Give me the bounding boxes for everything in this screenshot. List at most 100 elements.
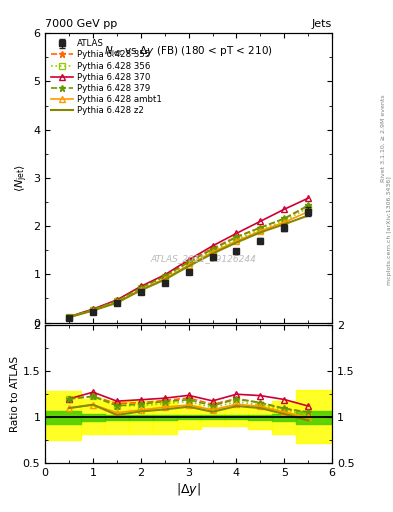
Bar bbox=[272, 414, 296, 421]
Pythia 6.428 356 bbox=[306, 205, 310, 211]
Text: 7000 GeV pp: 7000 GeV pp bbox=[45, 19, 118, 30]
Pythia 6.428 z2 bbox=[282, 221, 286, 227]
Pythia 6.428 z2 bbox=[138, 287, 143, 293]
Y-axis label: Ratio to ATLAS: Ratio to ATLAS bbox=[10, 356, 20, 432]
Pythia 6.428 ambt1 bbox=[210, 249, 215, 255]
Pythia 6.428 356 bbox=[115, 298, 119, 304]
Pythia 6.428 370 bbox=[67, 314, 72, 320]
Text: mcplots.cern.ch [arXiv:1306.3436]: mcplots.cern.ch [arXiv:1306.3436] bbox=[387, 176, 391, 285]
Pythia 6.428 ambt1 bbox=[67, 314, 72, 321]
Pythia 6.428 z2 bbox=[258, 229, 263, 236]
Pythia 6.428 370 bbox=[234, 230, 239, 237]
Pythia 6.428 379 bbox=[67, 314, 72, 320]
Pythia 6.428 ambt1 bbox=[186, 262, 191, 268]
Bar bbox=[296, 390, 332, 443]
Text: $N_\mathrm{jet}$ vs $\Delta y$ (FB) (180 < pT < 210): $N_\mathrm{jet}$ vs $\Delta y$ (FB) (180… bbox=[104, 45, 273, 59]
Text: Rivet 3.1.10, ≥ 2.9M events: Rivet 3.1.10, ≥ 2.9M events bbox=[381, 94, 386, 182]
Y-axis label: $\langle N_\mathrm{jet}\rangle$: $\langle N_\mathrm{jet}\rangle$ bbox=[14, 164, 30, 192]
Pythia 6.428 355 bbox=[138, 284, 143, 290]
Line: Pythia 6.428 z2: Pythia 6.428 z2 bbox=[69, 216, 308, 317]
Line: Pythia 6.428 379: Pythia 6.428 379 bbox=[66, 202, 312, 320]
Pythia 6.428 ambt1 bbox=[138, 287, 143, 293]
Bar bbox=[45, 392, 81, 440]
Bar bbox=[200, 415, 224, 419]
Pythia 6.428 379 bbox=[258, 224, 263, 230]
Pythia 6.428 ambt1 bbox=[282, 219, 286, 225]
Pythia 6.428 379 bbox=[91, 307, 95, 313]
Legend: ATLAS, Pythia 6.428 355, Pythia 6.428 356, Pythia 6.428 370, Pythia 6.428 379, P: ATLAS, Pythia 6.428 355, Pythia 6.428 35… bbox=[49, 37, 165, 118]
Pythia 6.428 379 bbox=[115, 298, 119, 304]
Pythia 6.428 370 bbox=[282, 206, 286, 212]
Pythia 6.428 z2 bbox=[91, 307, 95, 313]
Pythia 6.428 379 bbox=[306, 202, 310, 208]
Pythia 6.428 370 bbox=[162, 272, 167, 278]
Bar bbox=[248, 415, 272, 420]
Bar bbox=[200, 408, 224, 426]
Pythia 6.428 370 bbox=[306, 195, 310, 201]
Pythia 6.428 355 bbox=[258, 224, 263, 230]
Pythia 6.428 355 bbox=[67, 314, 72, 320]
Pythia 6.428 z2 bbox=[162, 276, 167, 283]
Pythia 6.428 356 bbox=[210, 248, 215, 254]
Pythia 6.428 355 bbox=[115, 297, 119, 304]
Pythia 6.428 355 bbox=[282, 216, 286, 222]
X-axis label: $|\Delta y|$: $|\Delta y|$ bbox=[176, 481, 201, 498]
Bar bbox=[105, 401, 129, 434]
Pythia 6.428 379 bbox=[234, 234, 239, 240]
Pythia 6.428 355 bbox=[162, 273, 167, 279]
Bar bbox=[224, 408, 248, 426]
Pythia 6.428 356 bbox=[234, 236, 239, 242]
Pythia 6.428 370 bbox=[210, 243, 215, 249]
Text: ATLAS_2011_S9126244: ATLAS_2011_S9126244 bbox=[150, 254, 256, 263]
Pythia 6.428 355 bbox=[186, 258, 191, 264]
Pythia 6.428 ambt1 bbox=[91, 307, 95, 313]
Bar bbox=[177, 406, 200, 429]
Bar bbox=[248, 406, 272, 429]
Bar bbox=[81, 414, 105, 421]
Pythia 6.428 ambt1 bbox=[306, 208, 310, 215]
Pythia 6.428 z2 bbox=[67, 314, 72, 321]
Pythia 6.428 356 bbox=[67, 314, 72, 320]
Line: Pythia 6.428 356: Pythia 6.428 356 bbox=[66, 205, 311, 319]
Pythia 6.428 ambt1 bbox=[162, 275, 167, 282]
Pythia 6.428 379 bbox=[282, 216, 286, 222]
Pythia 6.428 355 bbox=[210, 245, 215, 251]
Pythia 6.428 370 bbox=[138, 283, 143, 289]
Pythia 6.428 z2 bbox=[115, 300, 119, 306]
Pythia 6.428 370 bbox=[91, 306, 95, 312]
Bar bbox=[296, 411, 332, 424]
Pythia 6.428 355 bbox=[234, 233, 239, 240]
Bar bbox=[45, 411, 81, 424]
Pythia 6.428 370 bbox=[258, 218, 263, 224]
Pythia 6.428 z2 bbox=[234, 240, 239, 246]
Pythia 6.428 379 bbox=[162, 273, 167, 280]
Pythia 6.428 356 bbox=[282, 218, 286, 224]
Bar bbox=[153, 401, 177, 434]
Pythia 6.428 356 bbox=[91, 307, 95, 313]
Pythia 6.428 356 bbox=[258, 226, 263, 232]
Pythia 6.428 355 bbox=[306, 203, 310, 209]
Pythia 6.428 ambt1 bbox=[234, 238, 239, 244]
Line: Pythia 6.428 355: Pythia 6.428 355 bbox=[66, 202, 312, 320]
Bar bbox=[177, 415, 200, 419]
Bar bbox=[105, 415, 129, 420]
Pythia 6.428 379 bbox=[138, 285, 143, 291]
Pythia 6.428 356 bbox=[138, 285, 143, 291]
Bar bbox=[272, 401, 296, 434]
Text: Jets: Jets bbox=[312, 19, 332, 30]
Bar bbox=[129, 401, 153, 434]
Bar bbox=[224, 415, 248, 419]
Pythia 6.428 370 bbox=[186, 257, 191, 263]
Pythia 6.428 355 bbox=[91, 307, 95, 313]
Bar bbox=[81, 399, 105, 434]
Bar bbox=[129, 415, 153, 420]
Pythia 6.428 ambt1 bbox=[258, 228, 263, 234]
Line: Pythia 6.428 370: Pythia 6.428 370 bbox=[66, 196, 311, 319]
Pythia 6.428 356 bbox=[162, 274, 167, 280]
Pythia 6.428 z2 bbox=[306, 212, 310, 219]
Pythia 6.428 379 bbox=[210, 246, 215, 252]
Pythia 6.428 z2 bbox=[186, 263, 191, 269]
Pythia 6.428 370 bbox=[115, 297, 119, 303]
Pythia 6.428 356 bbox=[186, 260, 191, 266]
Pythia 6.428 z2 bbox=[210, 250, 215, 257]
